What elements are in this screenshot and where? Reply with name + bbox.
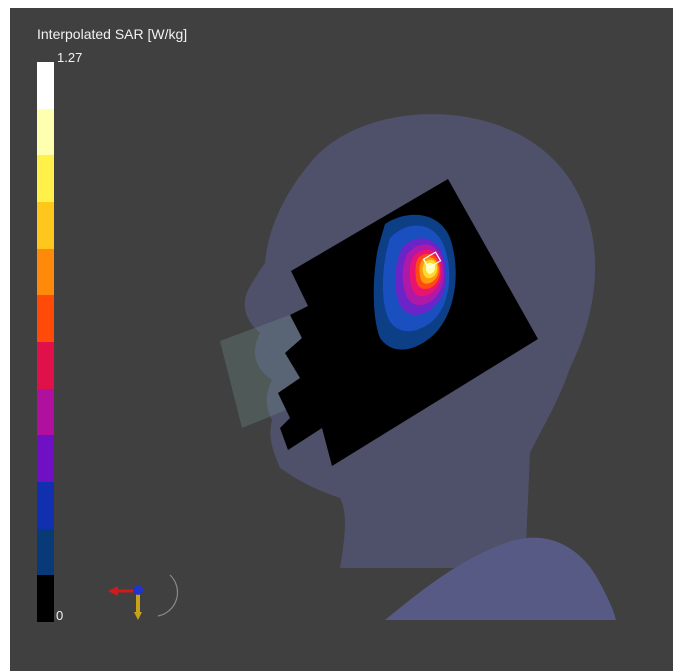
- sar-hotspot: [373, 214, 456, 350]
- colorbar-segment: [37, 435, 54, 483]
- colorbar-segment: [37, 62, 54, 109]
- colorbar-segment: [37, 528, 54, 576]
- legend-title: Interpolated SAR [W/kg]: [37, 26, 188, 42]
- colorbar-segment: [37, 575, 54, 623]
- colorbar-max-label: 1.27: [57, 50, 83, 65]
- colorbar-min-label: 0: [56, 608, 64, 623]
- 3d-viewport[interactable]: Interpolated SAR [W/kg] 1.27 0: [10, 8, 673, 671]
- colorbar-segment: [37, 482, 54, 529]
- colorbar-segment: [37, 202, 54, 249]
- colorbar-segment: [37, 388, 54, 436]
- colorbar-segment: [37, 248, 54, 296]
- orientation-axes-icon[interactable]: [108, 574, 179, 620]
- colorbar: [37, 62, 54, 623]
- colorbar-segment: [37, 155, 54, 203]
- colorbar-segment: [37, 342, 54, 389]
- shoulder-shape: [385, 537, 616, 620]
- colorbar-segment: [37, 108, 54, 156]
- head-model-scene[interactable]: [10, 8, 673, 671]
- colorbar-segment: [37, 295, 54, 343]
